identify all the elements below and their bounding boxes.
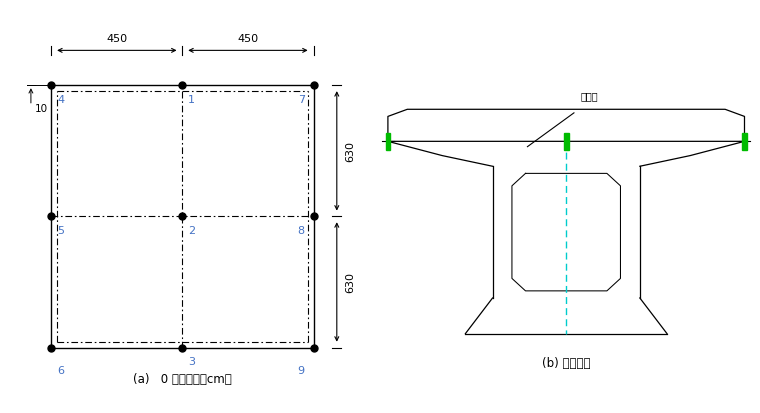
Text: 6: 6 — [57, 365, 64, 375]
Bar — [385, 133, 390, 150]
Text: 3: 3 — [188, 356, 195, 366]
Text: 9: 9 — [298, 365, 305, 375]
Text: 4: 4 — [57, 95, 65, 105]
Text: 630: 630 — [346, 141, 356, 162]
Text: 450: 450 — [237, 34, 258, 44]
Text: 7: 7 — [298, 95, 305, 105]
Bar — [743, 133, 747, 150]
Text: 桥轴线: 桥轴线 — [581, 91, 598, 101]
Text: 5: 5 — [57, 225, 64, 235]
Text: 450: 450 — [106, 34, 128, 44]
Text: 2: 2 — [188, 225, 195, 235]
Text: 630: 630 — [346, 272, 356, 293]
Text: (a)   0 号块单位：cm）: (a) 0 号块单位：cm） — [133, 373, 232, 385]
Text: 1: 1 — [188, 95, 195, 105]
Text: 8: 8 — [298, 225, 305, 235]
Text: 10: 10 — [35, 104, 49, 114]
Text: (b) 支点断面: (b) 支点断面 — [542, 356, 591, 369]
Bar — [564, 133, 568, 150]
